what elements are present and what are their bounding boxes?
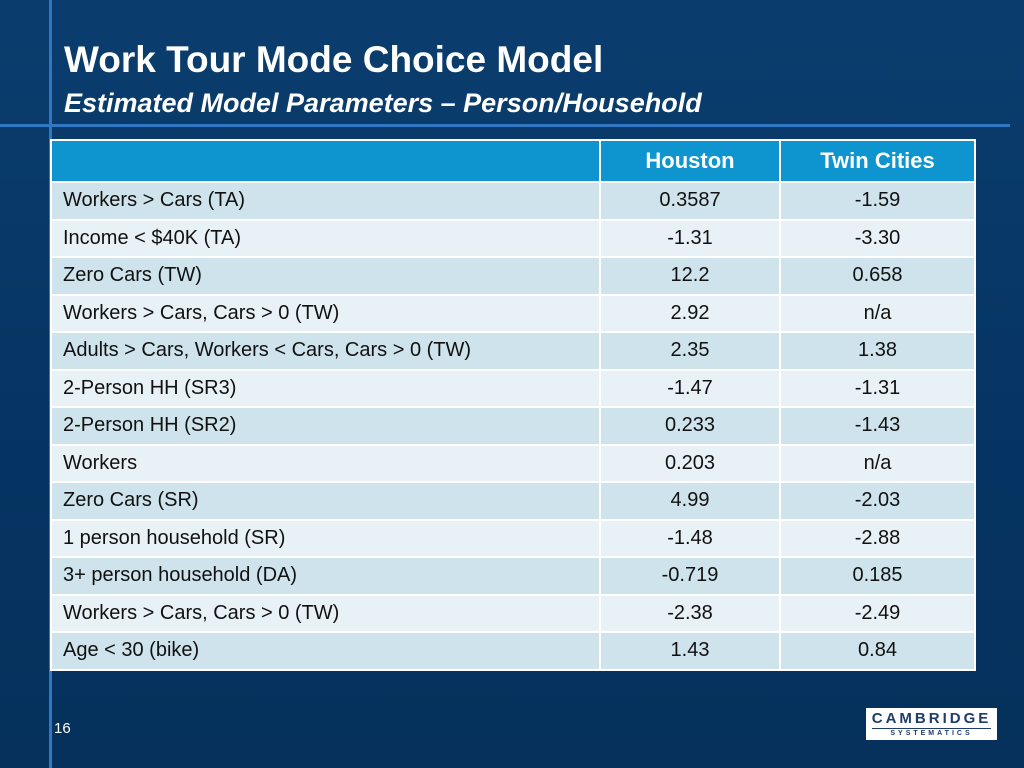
houston-value: 0.233 [599,406,781,446]
twin-cities-value: -1.43 [779,406,976,446]
houston-value: 12.2 [599,256,781,296]
table-row: 3+ person household (DA) -0.719 0.185 [50,556,976,596]
table-header-row: Houston Twin Cities [50,139,976,183]
table-row: Workers > Cars, Cars > 0 (TW) -2.38 -2.4… [50,593,976,633]
header-twin-cities: Twin Cities [779,139,976,183]
houston-value: 2.35 [599,331,781,371]
table-row: Workers 0.203 n/a [50,443,976,483]
table-row: Adults > Cars, Workers < Cars, Cars > 0 … [50,331,976,371]
houston-value: -2.38 [599,593,781,633]
row-label: Adults > Cars, Workers < Cars, Cars > 0 … [50,331,601,371]
table-row: 2-Person HH (SR2) 0.233 -1.43 [50,406,976,446]
row-label: 2-Person HH (SR3) [50,368,601,408]
houston-value: 2.92 [599,293,781,333]
twin-cities-value: n/a [779,293,976,333]
slide-subtitle: Estimated Model Parameters – Person/Hous… [64,88,702,118]
table-row: Zero Cars (TW) 12.2 0.658 [50,256,976,296]
header-parameter [50,139,601,183]
row-label: Workers [50,443,601,483]
table-row: 1 person household (SR) -1.48 -2.88 [50,518,976,558]
twin-cities-value: 1.38 [779,331,976,371]
logo-main-text: CAMBRIDGE [871,710,992,727]
twin-cities-value: -2.03 [779,481,976,521]
twin-cities-value: -2.88 [779,518,976,558]
twin-cities-value: 0.658 [779,256,976,296]
header-houston: Houston [599,139,781,183]
page-number: 16 [54,720,71,737]
row-label: Workers > Cars (TA) [50,181,601,221]
twin-cities-value: -1.59 [779,181,976,221]
row-label: 1 person household (SR) [50,518,601,558]
twin-cities-value: -2.49 [779,593,976,633]
row-label: Age < 30 (bike) [50,631,601,671]
twin-cities-value: 0.185 [779,556,976,596]
row-label: Workers > Cars, Cars > 0 (TW) [50,593,601,633]
slide-title: Work Tour Mode Choice Model [64,39,604,80]
table-row: Zero Cars (SR) 4.99 -2.03 [50,481,976,521]
table-row: Workers > Cars, Cars > 0 (TW) 2.92 n/a [50,293,976,333]
row-label: Zero Cars (TW) [50,256,601,296]
table-row: Age < 30 (bike) 1.43 0.84 [50,631,976,671]
houston-value: 0.203 [599,443,781,483]
horizontal-accent-line [0,124,1010,127]
houston-value: -0.719 [599,556,781,596]
logo-sub-text: SYSTEMATICS [872,728,991,739]
row-label: 2-Person HH (SR2) [50,406,601,446]
houston-value: 4.99 [599,481,781,521]
twin-cities-value: n/a [779,443,976,483]
table-row: Income < $40K (TA) -1.31 -3.30 [50,218,976,258]
row-label: Income < $40K (TA) [50,218,601,258]
twin-cities-value: -1.31 [779,368,976,408]
parameters-table: Houston Twin Cities Workers > Cars (TA) … [50,139,976,671]
table-row: Workers > Cars (TA) 0.3587 -1.59 [50,181,976,221]
row-label: Zero Cars (SR) [50,481,601,521]
row-label: 3+ person household (DA) [50,556,601,596]
twin-cities-value: 0.84 [779,631,976,671]
houston-value: 0.3587 [599,181,781,221]
houston-value: -1.47 [599,368,781,408]
houston-value: 1.43 [599,631,781,671]
houston-value: -1.31 [599,218,781,258]
houston-value: -1.48 [599,518,781,558]
twin-cities-value: -3.30 [779,218,976,258]
row-label: Workers > Cars, Cars > 0 (TW) [50,293,601,333]
table-row: 2-Person HH (SR3) -1.47 -1.31 [50,368,976,408]
cambridge-systematics-logo: CAMBRIDGE SYSTEMATICS [866,708,997,740]
